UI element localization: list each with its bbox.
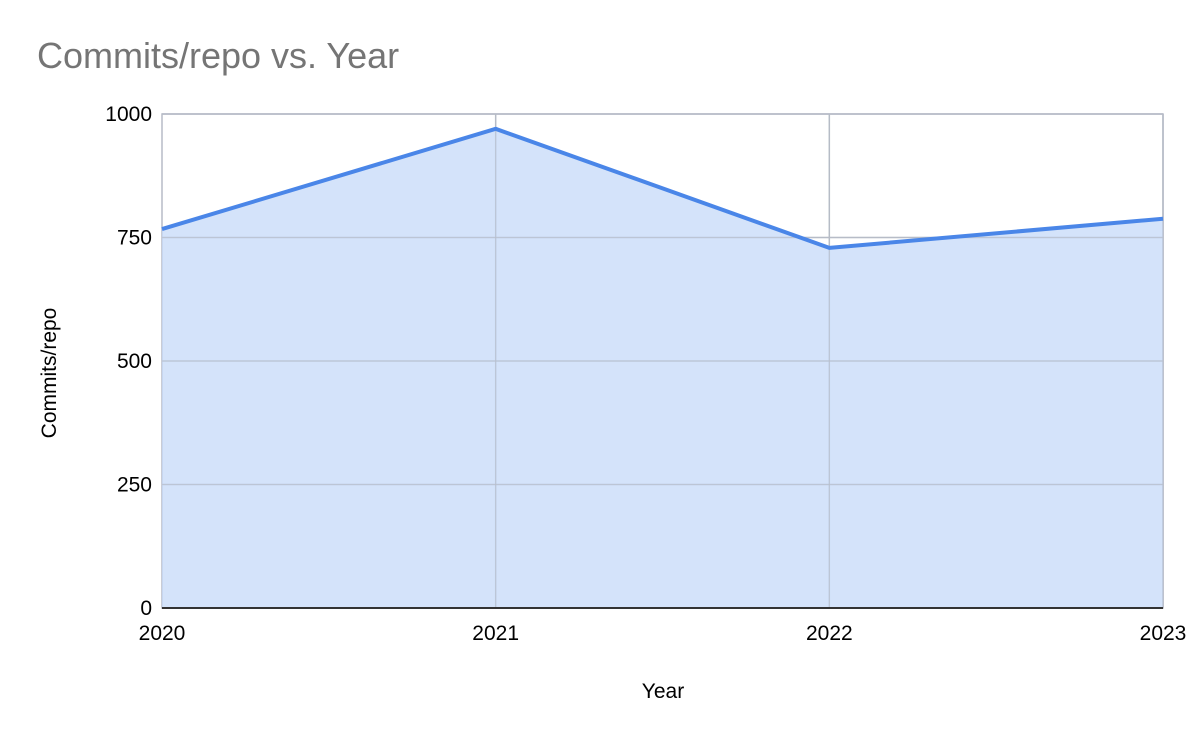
y-axis-label: Commits/repo — [38, 308, 61, 439]
y-tick-label: 500 — [117, 350, 152, 373]
y-tick-label: 1000 — [105, 103, 152, 126]
x-tick-label: 2022 — [806, 622, 853, 645]
plot-area: 0 250 500 750 1000 2020 2021 2022 2023 — [105, 103, 1186, 645]
series-line — [161, 126, 1164, 250]
x-tick-label: 2021 — [472, 622, 519, 645]
x-tick-label: 2020 — [139, 622, 186, 645]
chart-title: Commits/repo vs. Year — [37, 35, 399, 76]
y-tick-label: 250 — [117, 474, 152, 497]
y-tick-label: 0 — [140, 597, 152, 620]
series-area — [162, 128, 1163, 608]
x-axis-label: Year — [642, 680, 684, 703]
y-tick-label: 750 — [117, 227, 152, 250]
x-tick-label: 2023 — [1140, 622, 1187, 645]
